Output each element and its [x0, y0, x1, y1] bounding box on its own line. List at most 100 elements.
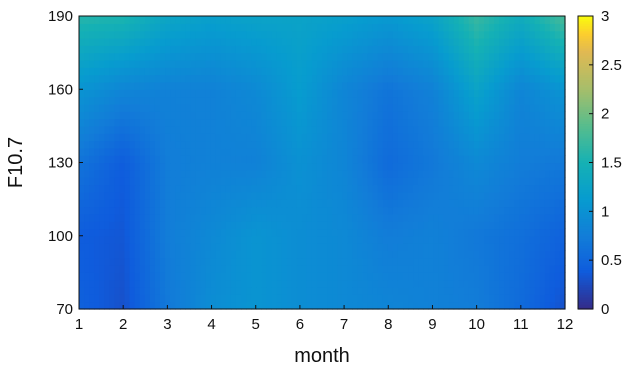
heatmap-cell — [139, 162, 146, 171]
heatmap-cell — [175, 235, 181, 244]
heatmap-cell — [539, 162, 546, 171]
heatmap-cell — [453, 265, 460, 273]
heatmap-cell — [438, 81, 445, 90]
heatmap-cell — [154, 199, 161, 208]
heatmap-cell — [276, 155, 283, 164]
heatmap-cell — [124, 37, 131, 46]
heatmap-cell — [281, 30, 288, 39]
heatmap-cell — [144, 250, 151, 259]
heatmap-cell — [241, 250, 247, 259]
heatmap-cell — [413, 191, 419, 200]
colorbar-segment — [578, 118, 593, 122]
heatmap-cell — [352, 221, 359, 230]
heatmap-cell — [448, 228, 455, 237]
heatmap-cell — [99, 294, 105, 303]
heatmap-cell — [215, 199, 222, 208]
heatmap-cell — [322, 89, 328, 98]
heatmap-cell — [322, 221, 328, 230]
heatmap-cell — [205, 147, 212, 156]
heatmap-cell — [494, 177, 500, 186]
heatmap-cell — [210, 184, 217, 193]
heatmap-cell — [438, 162, 445, 171]
heatmap-cell — [549, 155, 556, 164]
heatmap-cell — [458, 155, 465, 164]
colorbar-segment — [578, 167, 593, 171]
heatmap-cell — [468, 206, 475, 215]
heatmap-cell — [134, 169, 141, 178]
heatmap-cell — [286, 287, 293, 295]
heatmap-cell — [291, 235, 298, 244]
heatmap-cell — [509, 155, 515, 164]
colorbar-segment — [578, 218, 593, 222]
heatmap-cell — [235, 221, 242, 230]
heatmap-cell — [296, 294, 303, 303]
heatmap-cell — [215, 265, 222, 273]
heatmap-cell — [296, 206, 303, 215]
heatmap-cell — [448, 103, 455, 112]
heatmap-cell — [524, 147, 531, 156]
heatmap-cell — [372, 184, 379, 193]
heatmap-cell — [514, 250, 521, 259]
heatmap-cell — [256, 235, 262, 244]
heatmap-cell — [544, 177, 551, 186]
heatmap-cell — [529, 67, 536, 76]
heatmap-cell — [418, 52, 424, 61]
heatmap-cell — [544, 257, 551, 266]
heatmap-cell — [428, 279, 434, 288]
heatmap-cell — [342, 103, 348, 112]
heatmap-cell — [241, 169, 247, 178]
heatmap-cell — [210, 133, 217, 142]
heatmap-cell — [225, 89, 232, 98]
heatmap-cell — [484, 81, 490, 90]
heatmap-cell — [403, 272, 409, 281]
heatmap-cell — [104, 272, 110, 281]
heatmap-cell — [276, 199, 283, 208]
heatmap-cell — [311, 206, 318, 215]
heatmap-cell — [276, 23, 283, 32]
heatmap-cell — [281, 23, 288, 32]
heatmap-cell — [397, 265, 404, 273]
heatmap-cell — [392, 235, 399, 244]
heatmap-cell — [114, 199, 121, 208]
heatmap-cell — [124, 243, 131, 251]
heatmap-cell — [423, 96, 429, 105]
heatmap-cell — [549, 287, 556, 295]
heatmap-cell — [357, 89, 364, 98]
heatmap-cell — [266, 96, 272, 105]
heatmap-cell — [559, 265, 566, 273]
heatmap-cell — [342, 125, 348, 134]
heatmap-cell — [114, 30, 121, 39]
colorbar-segment — [578, 247, 593, 251]
heatmap-cell — [473, 52, 480, 61]
heatmap-cell — [408, 37, 414, 46]
heatmap-cell — [114, 272, 121, 281]
heatmap-cell — [230, 184, 237, 193]
heatmap-cell — [235, 206, 242, 215]
heatmap-cell — [347, 147, 353, 156]
heatmap-cell — [124, 59, 131, 68]
heatmap-cell — [276, 250, 283, 259]
heatmap-cell — [301, 81, 308, 90]
heatmap-cell — [468, 169, 475, 178]
heatmap-cell — [311, 199, 318, 208]
heatmap-cell — [529, 294, 536, 303]
heatmap-cell — [453, 147, 460, 156]
heatmap-cell — [392, 279, 399, 288]
heatmap-cell — [544, 111, 551, 120]
heatmap-cell — [230, 155, 237, 164]
heatmap-cell — [342, 37, 348, 46]
heatmap-cell — [458, 279, 465, 288]
heatmap-cell — [463, 45, 470, 54]
heatmap-cell — [99, 199, 105, 208]
heatmap-cell — [84, 213, 90, 222]
heatmap-cell — [514, 52, 521, 61]
heatmap-cell — [114, 162, 121, 171]
heatmap-cell — [124, 89, 131, 98]
heatmap-cell — [266, 37, 272, 46]
heatmap-cell — [266, 279, 272, 288]
heatmap-cell — [175, 140, 181, 149]
heatmap-cell — [367, 162, 374, 171]
heatmap-cell — [215, 235, 222, 244]
heatmap-cell — [387, 301, 394, 310]
heatmap-cell — [256, 221, 262, 230]
